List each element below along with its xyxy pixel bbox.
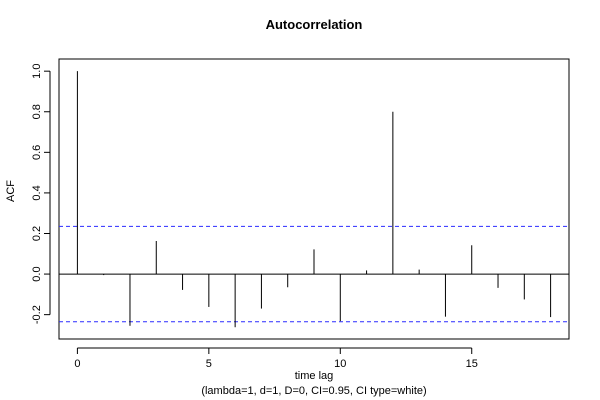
x-tick-label: 15: [466, 358, 478, 370]
x-tick-label: 0: [74, 358, 80, 370]
x-tick-label: 10: [334, 358, 346, 370]
y-tick-label: 0.6: [31, 145, 43, 160]
x-tick-label: 5: [206, 358, 212, 370]
y-tick-label: 0.8: [31, 104, 43, 119]
chart-title: Autocorrelation: [266, 17, 363, 32]
y-tick-label: -0.2: [31, 305, 43, 324]
x-axis-label: time lag: [295, 370, 334, 382]
y-tick-label: 1.0: [31, 64, 43, 79]
plot-frame: [58, 58, 570, 340]
y-tick-label: 0.2: [31, 226, 43, 241]
chart-subtitle: (lambda=1, d=1, D=0, CI=0.95, CI type=wh…: [201, 385, 426, 397]
y-axis-label: ACF: [5, 180, 17, 202]
y-tick-label: 0.4: [31, 185, 43, 200]
y-tick-label: 0.0: [31, 266, 43, 281]
